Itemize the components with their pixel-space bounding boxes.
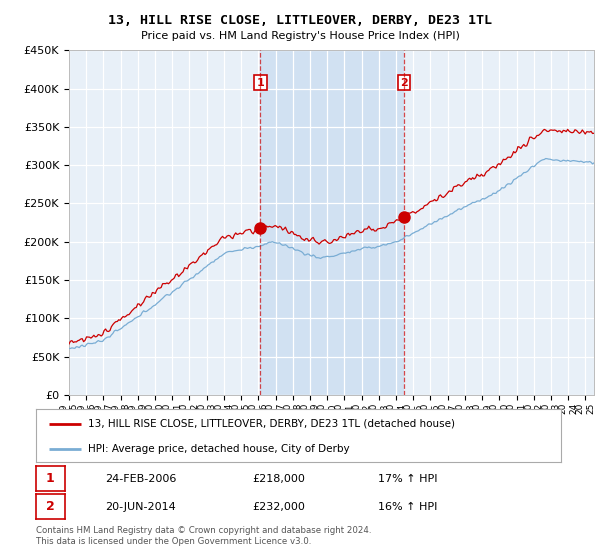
Text: HPI: Average price, detached house, City of Derby: HPI: Average price, detached house, City… bbox=[89, 444, 350, 454]
Text: £218,000: £218,000 bbox=[252, 474, 305, 483]
Text: 24-FEB-2006: 24-FEB-2006 bbox=[105, 474, 176, 483]
Text: Contains HM Land Registry data © Crown copyright and database right 2024.
This d: Contains HM Land Registry data © Crown c… bbox=[36, 526, 371, 546]
Text: 16% ↑ HPI: 16% ↑ HPI bbox=[378, 502, 437, 511]
Text: 13, HILL RISE CLOSE, LITTLEOVER, DERBY, DE23 1TL (detached house): 13, HILL RISE CLOSE, LITTLEOVER, DERBY, … bbox=[89, 419, 455, 429]
Text: 17% ↑ HPI: 17% ↑ HPI bbox=[378, 474, 437, 483]
Text: 2: 2 bbox=[400, 77, 408, 87]
Text: 20-JUN-2014: 20-JUN-2014 bbox=[105, 502, 176, 511]
Text: £232,000: £232,000 bbox=[252, 502, 305, 511]
Text: 2: 2 bbox=[46, 500, 55, 513]
Bar bbox=[260, 50, 404, 395]
Text: Price paid vs. HM Land Registry's House Price Index (HPI): Price paid vs. HM Land Registry's House … bbox=[140, 31, 460, 41]
Text: 1: 1 bbox=[257, 77, 264, 87]
Text: 13, HILL RISE CLOSE, LITTLEOVER, DERBY, DE23 1TL: 13, HILL RISE CLOSE, LITTLEOVER, DERBY, … bbox=[108, 14, 492, 27]
Text: 1: 1 bbox=[46, 472, 55, 485]
